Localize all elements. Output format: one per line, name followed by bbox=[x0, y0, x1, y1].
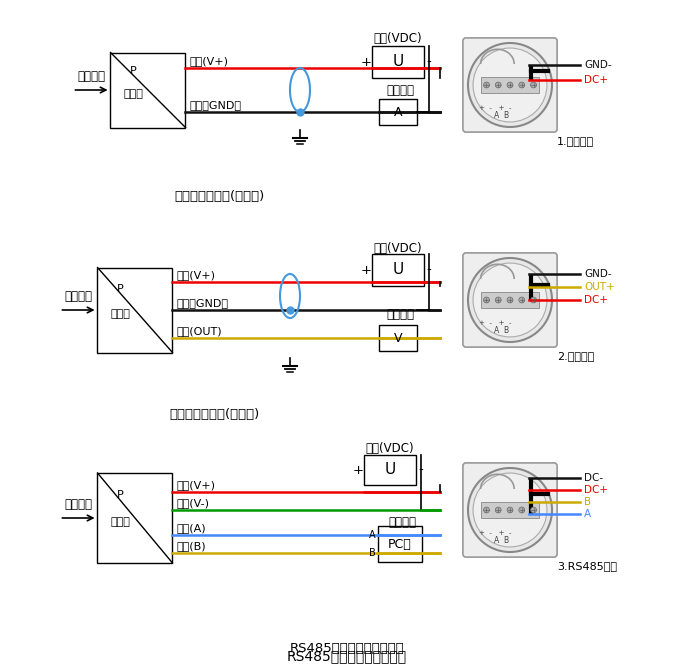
Text: U: U bbox=[392, 54, 404, 69]
Text: 绿线(V-): 绿线(V-) bbox=[177, 498, 210, 508]
Text: 采集设备: 采集设备 bbox=[386, 83, 414, 97]
Bar bbox=[378, 526, 422, 562]
Text: 液位输入: 液位输入 bbox=[65, 499, 92, 511]
Circle shape bbox=[484, 507, 489, 513]
Circle shape bbox=[507, 507, 513, 513]
FancyBboxPatch shape bbox=[463, 38, 557, 132]
Text: A: A bbox=[584, 509, 591, 519]
Text: P: P bbox=[117, 284, 124, 294]
Circle shape bbox=[468, 258, 552, 342]
Text: DC+: DC+ bbox=[584, 295, 608, 305]
Text: RS485数字信号输出接线图: RS485数字信号输出接线图 bbox=[287, 649, 407, 663]
Text: 黄线(OUT): 黄线(OUT) bbox=[177, 326, 223, 336]
Text: 电源(VDC): 电源(VDC) bbox=[366, 442, 414, 454]
Text: U: U bbox=[392, 263, 404, 278]
Circle shape bbox=[507, 82, 513, 88]
Text: 变送器: 变送器 bbox=[110, 309, 130, 319]
Text: 变送器: 变送器 bbox=[110, 517, 130, 528]
Bar bbox=[97, 473, 173, 563]
Bar bbox=[481, 502, 539, 518]
Circle shape bbox=[507, 297, 513, 303]
Text: 变送器: 变送器 bbox=[123, 89, 143, 99]
Text: P: P bbox=[117, 491, 124, 501]
Text: +  -   +  -: + - + - bbox=[479, 105, 511, 111]
Bar bbox=[372, 254, 424, 286]
Circle shape bbox=[496, 82, 501, 88]
Text: 红线(V+): 红线(V+) bbox=[177, 480, 216, 490]
Bar bbox=[110, 52, 185, 128]
Text: DC+: DC+ bbox=[584, 485, 608, 495]
Text: P: P bbox=[130, 67, 137, 76]
Text: 黑线（GND）: 黑线（GND） bbox=[177, 298, 229, 308]
Text: 黄线(B): 黄线(B) bbox=[177, 541, 207, 551]
Bar bbox=[372, 46, 424, 78]
Text: +: + bbox=[360, 56, 371, 69]
Text: 红线(V+): 红线(V+) bbox=[177, 270, 216, 280]
Circle shape bbox=[473, 48, 547, 122]
Bar bbox=[364, 455, 416, 485]
Text: 1.电流输出: 1.电流输出 bbox=[557, 136, 594, 146]
Text: +  -   +  -: + - + - bbox=[479, 320, 511, 326]
Circle shape bbox=[531, 297, 536, 303]
Text: B: B bbox=[369, 548, 376, 558]
Circle shape bbox=[519, 297, 525, 303]
Text: 电流输出接线图(两线制): 电流输出接线图(两线制) bbox=[175, 190, 265, 204]
Bar bbox=[481, 292, 539, 308]
Text: V: V bbox=[393, 331, 403, 345]
FancyBboxPatch shape bbox=[463, 253, 557, 347]
Text: 采集设备: 采集设备 bbox=[388, 515, 416, 528]
Text: -: - bbox=[427, 56, 432, 69]
Circle shape bbox=[496, 507, 501, 513]
Text: OUT+: OUT+ bbox=[584, 282, 615, 292]
Text: +: + bbox=[353, 464, 364, 476]
Bar bbox=[379, 99, 417, 125]
Text: 电源(VDC): 电源(VDC) bbox=[373, 32, 423, 44]
Circle shape bbox=[531, 82, 536, 88]
Text: RS485数字信号输出接线图: RS485数字信号输出接线图 bbox=[289, 642, 405, 655]
Text: 电压输出接线图(三线制): 电压输出接线图(三线制) bbox=[170, 409, 260, 421]
Text: 电源(VDC): 电源(VDC) bbox=[373, 241, 423, 255]
Circle shape bbox=[519, 507, 525, 513]
Text: DC-: DC- bbox=[584, 473, 603, 483]
Circle shape bbox=[468, 43, 552, 127]
Circle shape bbox=[496, 297, 501, 303]
Text: 黑线（GND）: 黑线（GND） bbox=[190, 100, 242, 110]
Text: +: + bbox=[360, 263, 371, 276]
Text: DC+: DC+ bbox=[584, 75, 608, 85]
Circle shape bbox=[484, 297, 489, 303]
Text: A  B: A B bbox=[494, 326, 509, 335]
Text: 红线(V+): 红线(V+) bbox=[190, 56, 229, 66]
Text: GND-: GND- bbox=[584, 60, 611, 70]
Text: -: - bbox=[427, 263, 432, 276]
Circle shape bbox=[468, 468, 552, 552]
Circle shape bbox=[484, 82, 489, 88]
Bar bbox=[481, 77, 539, 93]
Text: GND-: GND- bbox=[584, 269, 611, 279]
Text: 采集设备: 采集设备 bbox=[386, 308, 414, 321]
Text: -: - bbox=[418, 464, 423, 476]
Text: A  B: A B bbox=[494, 536, 509, 545]
Circle shape bbox=[473, 263, 547, 337]
Text: A: A bbox=[393, 106, 403, 118]
Text: 3.RS485输出: 3.RS485输出 bbox=[557, 561, 617, 571]
Text: 液位输入: 液位输入 bbox=[65, 290, 92, 304]
Text: +  -   +  -: + - + - bbox=[479, 530, 511, 536]
Text: PC机: PC机 bbox=[388, 538, 412, 550]
Text: A: A bbox=[369, 530, 376, 540]
Text: 液位输入: 液位输入 bbox=[78, 71, 105, 83]
Circle shape bbox=[519, 82, 525, 88]
Text: 蓝线(A): 蓝线(A) bbox=[177, 523, 207, 533]
Bar bbox=[97, 267, 173, 353]
Text: A  B: A B bbox=[494, 111, 509, 120]
FancyBboxPatch shape bbox=[463, 463, 557, 557]
Text: B: B bbox=[584, 497, 591, 507]
Bar bbox=[379, 325, 417, 351]
Circle shape bbox=[473, 473, 547, 547]
Text: U: U bbox=[384, 462, 396, 478]
Circle shape bbox=[531, 507, 536, 513]
Text: 2.电压输出: 2.电压输出 bbox=[557, 351, 594, 361]
